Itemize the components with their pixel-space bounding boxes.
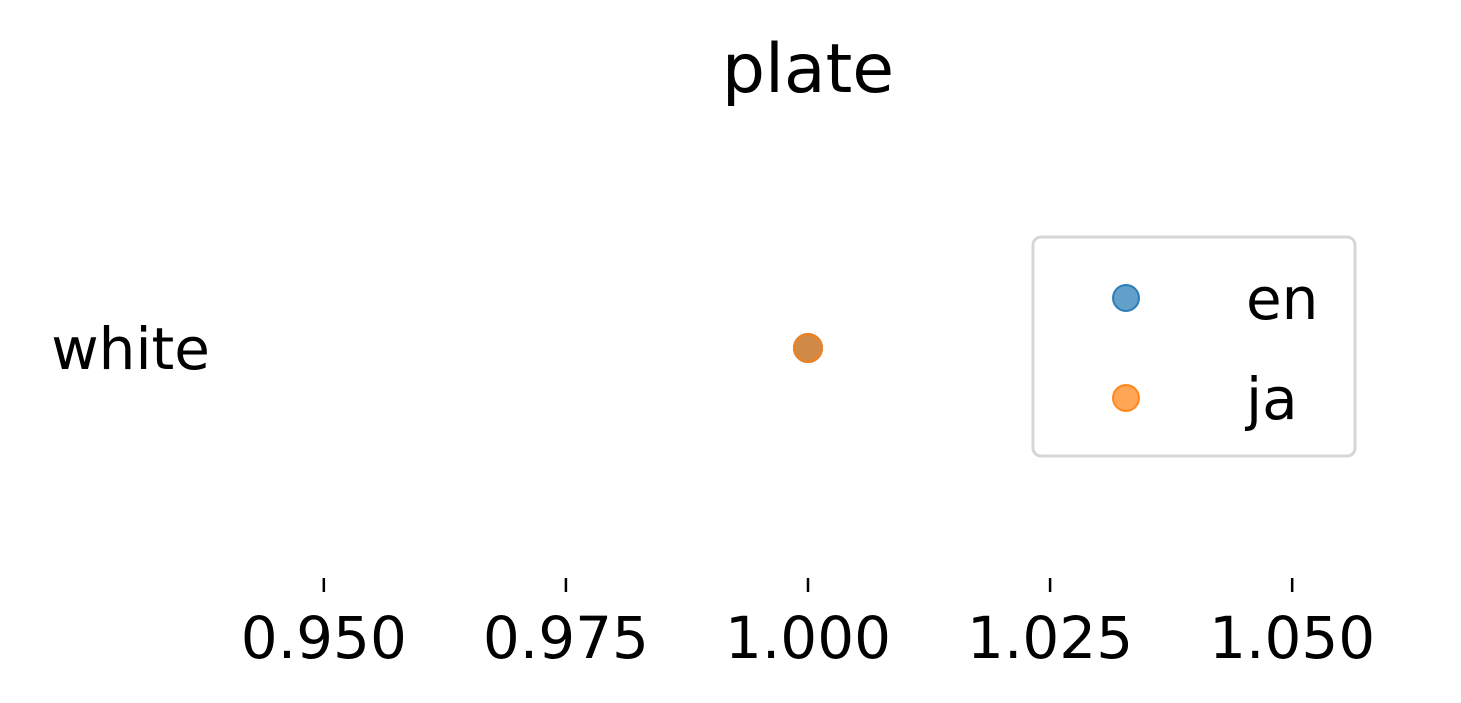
- x-tick-label: 1.000: [725, 604, 891, 672]
- x-axis: 0.950 0.975 1.000 1.025 1.050: [241, 578, 1375, 672]
- plot-area: [793, 333, 823, 363]
- legend-marker-ja: [1112, 384, 1140, 412]
- x-tick-label: 0.975: [483, 604, 649, 672]
- y-axis: white: [51, 315, 210, 383]
- legend-label-ja: ja: [1244, 365, 1298, 433]
- legend-marker-en: [1112, 284, 1140, 312]
- legend: en ja: [1031, 235, 1357, 458]
- chart-title: plate: [722, 30, 894, 109]
- x-tick-label: 1.025: [967, 604, 1133, 672]
- x-tick-label: 0.950: [241, 604, 407, 672]
- data-point-ja: [793, 333, 823, 363]
- legend-label-en: en: [1246, 265, 1318, 333]
- x-tick-label: 1.050: [1209, 604, 1375, 672]
- y-tick-label: white: [51, 315, 210, 383]
